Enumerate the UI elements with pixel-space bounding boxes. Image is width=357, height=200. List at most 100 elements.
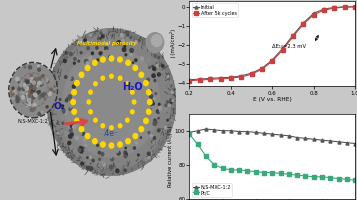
Circle shape [132,100,136,104]
Circle shape [31,87,34,90]
Circle shape [85,133,90,139]
N,S-MXC-1:2 [237,130,241,133]
Circle shape [85,144,87,146]
Circle shape [29,94,30,96]
Circle shape [150,90,152,92]
Circle shape [99,52,102,55]
Circle shape [70,98,71,100]
Circle shape [159,106,161,110]
Circle shape [21,96,25,99]
Circle shape [101,35,104,38]
Initial [322,8,326,10]
Circle shape [47,29,176,175]
Circle shape [118,57,122,62]
Circle shape [39,97,41,99]
Circle shape [38,112,41,116]
Circle shape [13,91,16,95]
Circle shape [150,100,154,104]
Circle shape [29,66,31,69]
Circle shape [110,156,112,158]
Circle shape [160,109,162,112]
Circle shape [31,77,32,79]
Circle shape [34,92,35,94]
After 5k cycles [187,79,192,82]
Pt/C [320,176,324,178]
Circle shape [170,81,172,84]
Circle shape [122,40,125,42]
Pt/C [295,174,299,176]
Circle shape [130,48,134,52]
Circle shape [84,39,86,41]
Circle shape [31,109,34,111]
Circle shape [25,80,27,83]
Circle shape [25,79,27,81]
Circle shape [105,46,108,50]
Circle shape [118,142,122,147]
Circle shape [22,89,24,91]
Circle shape [151,35,162,47]
Circle shape [49,95,50,96]
Pt/C [270,171,275,174]
Circle shape [101,124,105,128]
Circle shape [24,86,26,89]
Circle shape [171,119,173,121]
Circle shape [135,59,137,61]
Circle shape [38,77,41,80]
Circle shape [148,157,150,159]
Initial [208,77,212,80]
Pt/C [196,143,200,146]
Circle shape [150,69,153,73]
Circle shape [32,88,35,92]
Circle shape [53,129,54,131]
Circle shape [139,127,144,132]
Circle shape [144,131,146,134]
Circle shape [29,96,30,98]
Circle shape [59,99,61,100]
Circle shape [109,56,112,59]
N,S-MXC-1:2 [312,138,316,140]
Circle shape [81,162,84,165]
Circle shape [92,60,97,65]
Circle shape [64,90,67,93]
Circle shape [65,132,68,136]
Circle shape [68,89,69,90]
Circle shape [54,121,55,123]
Pt/C [312,176,316,178]
Circle shape [125,147,126,149]
Circle shape [50,122,53,125]
Text: N,S-MXC-1:2: N,S-MXC-1:2 [18,119,49,124]
N,S-MXC-1:2 [262,132,266,134]
Circle shape [31,86,34,89]
Circle shape [122,48,126,52]
Circle shape [71,108,73,110]
Circle shape [92,159,94,162]
Circle shape [151,141,153,143]
Pt/C [204,155,208,158]
Circle shape [101,76,105,80]
Circle shape [30,88,33,91]
Pt/C [303,175,308,177]
N,S-MXC-1:2 [287,135,291,137]
Circle shape [41,76,43,78]
Text: Multimodal porosity: Multimodal porosity [76,41,136,46]
Circle shape [68,76,71,79]
Circle shape [70,124,71,126]
Circle shape [147,74,151,78]
Circle shape [34,83,37,86]
Circle shape [153,122,156,125]
Circle shape [154,121,157,124]
Circle shape [29,91,31,93]
Initial [250,72,254,74]
Circle shape [90,34,91,36]
Circle shape [101,142,105,147]
Circle shape [16,77,19,81]
Circle shape [29,85,31,86]
After 5k cycles [322,9,326,11]
Circle shape [126,38,129,42]
Circle shape [11,95,12,97]
N,S-MXC-1:2 [337,141,341,143]
Circle shape [98,151,100,154]
Circle shape [132,62,134,63]
Circle shape [100,38,101,39]
Initial [291,34,295,36]
